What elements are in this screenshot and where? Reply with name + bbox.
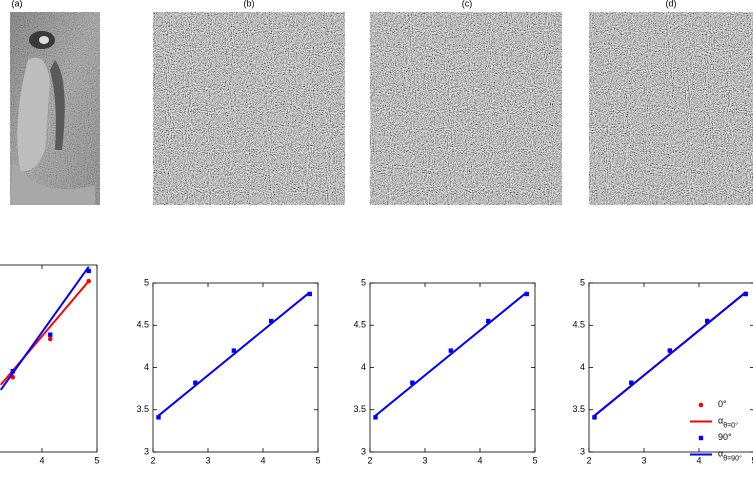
legend-label: 0° [718,399,727,409]
image-c [370,12,562,205]
data-point [524,291,529,297]
y-tick-label: 3.5 [353,404,366,414]
y-tick-label: 3 [580,446,585,456]
data-point [269,318,274,324]
legend-name: 0° [718,399,727,409]
plot-frame [0,264,98,453]
fit-line [593,291,747,417]
legend-label: 90° [718,432,732,442]
legend-swatch [698,435,704,441]
x-tick-label: 4 [39,455,44,465]
legend-name: 90° [718,432,732,442]
x-tick-label: 4 [477,455,482,465]
legend-sub: θ=0° [723,421,738,429]
panel-label: (d) [666,0,677,8]
y-tick-label: 4 [144,362,149,372]
legend-label: αθ=0° [718,416,738,429]
data-point [10,369,16,374]
data-point [705,318,710,324]
data-point [48,332,53,337]
y-tick-label: 3 [361,446,366,456]
plot-frame [152,282,319,453]
x-tick-label: 2 [367,455,372,465]
x-tick-label: 5 [94,455,99,465]
y-tick-label: 4.5 [572,320,585,330]
legend-name: α [718,416,723,426]
data-point [486,318,491,324]
panel-label: (b) [244,0,255,8]
x-tick-label: 3 [422,455,427,465]
fit-line [0,266,90,391]
legend-swatch [698,402,704,408]
x-tick-label: 3 [205,455,210,465]
data-point [231,348,237,353]
data-point [743,291,748,297]
data-point [156,415,161,420]
x-tick-label: 2 [586,455,591,465]
y-tick-label: 4.5 [353,320,366,330]
y-tick-label: 4 [361,362,366,372]
x-tick-label: 4 [696,455,701,465]
legend: 0°αθ=0°90°αθ=90° [690,399,742,462]
data-point [667,348,673,353]
y-tick-label: 5 [580,277,585,287]
y-tick-label: 4 [580,362,585,372]
image-d [589,12,753,205]
image-a [10,12,100,205]
y-tick-label: 4.5 [136,320,149,330]
legend-label: αθ=90° [718,449,742,462]
chart: 2 3 4 533.544.55 [136,277,320,465]
data-point [307,291,312,297]
y-tick-label: 3.5 [572,404,585,414]
data-point [410,380,415,385]
image-b [153,12,345,205]
data-point [629,380,634,385]
panel-label: (a) [12,0,23,8]
y-tick-label: 3.5 [136,404,149,414]
y-tick-label: 5 [361,277,366,287]
y-tick-label: 3 [144,446,149,456]
x-tick-label: 5 [532,455,537,465]
x-tick-label: 2 [150,455,155,465]
plot-frame [369,282,536,453]
data-point [448,348,454,353]
data-point [373,415,378,420]
data-point [47,336,53,342]
data-point [86,268,91,274]
chart: 2 3 4 533.544.55 [353,277,537,465]
fit-line [0,280,90,386]
y-tick-label: 5 [144,277,149,287]
x-tick-label: 4 [260,455,265,465]
fit-line [374,291,528,417]
legend-sub: θ=90° [723,454,742,462]
data-point [193,380,198,385]
x-tick-label: 5 [751,455,753,465]
fit-line [157,291,311,417]
x-tick-label: 5 [315,455,320,465]
data-point [592,415,597,420]
legend-name: α [718,449,723,459]
x-tick-label: 3 [641,455,646,465]
panel-label: (c) [462,0,473,8]
